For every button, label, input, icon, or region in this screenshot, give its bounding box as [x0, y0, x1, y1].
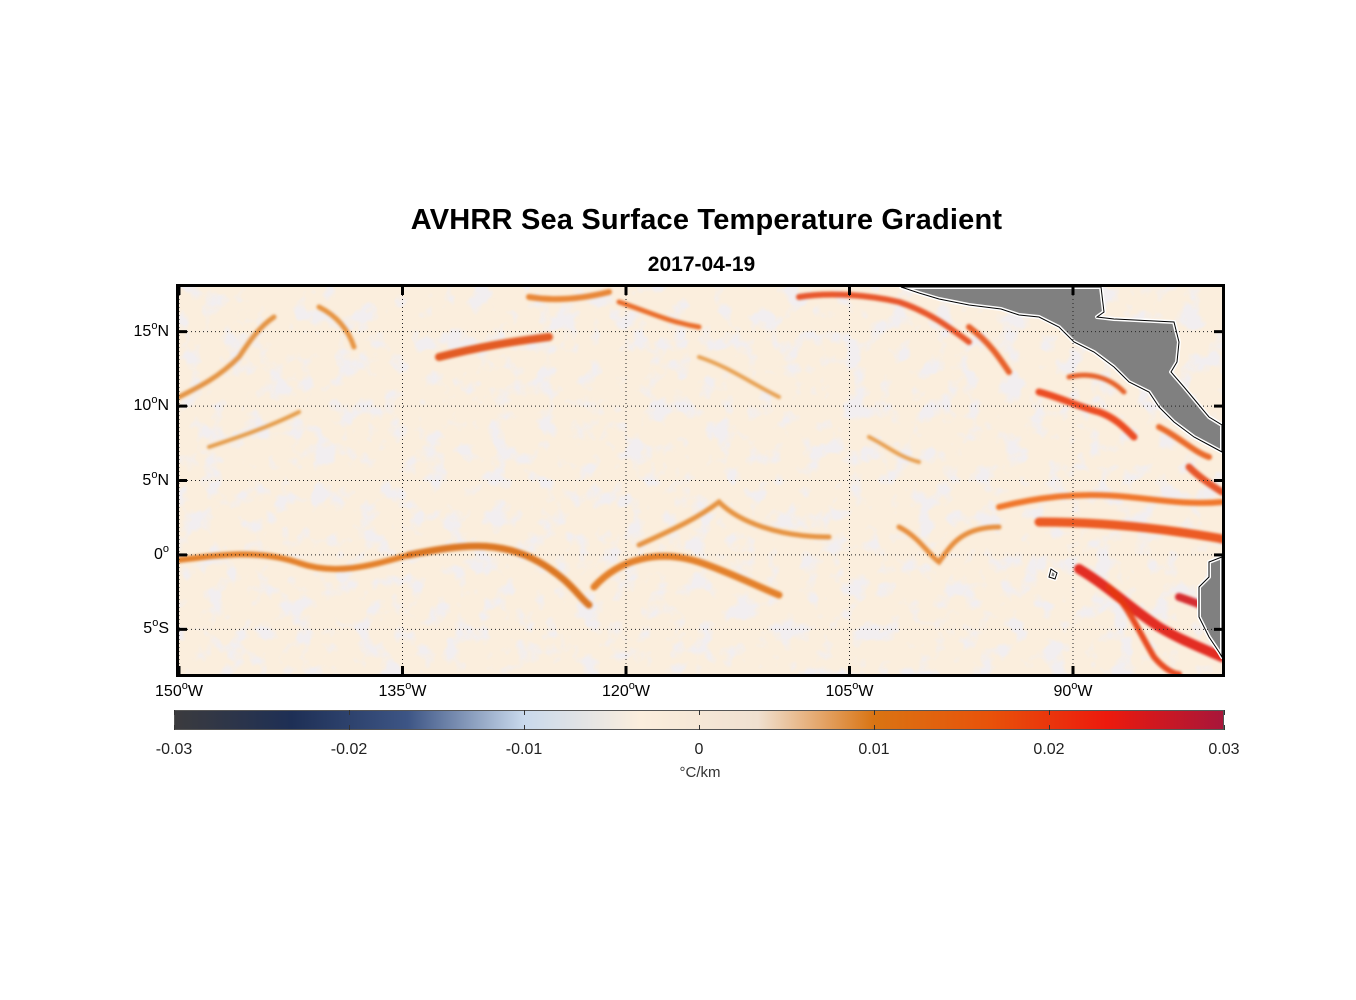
hemisphere: W: [634, 683, 650, 700]
sst-front-6: [1034, 517, 1222, 544]
colorbar-tick-mark: [1224, 710, 1225, 715]
sst-front-24: [1185, 463, 1222, 496]
sst-front-19: [616, 299, 702, 330]
colorbar-tick-mark: [874, 710, 875, 715]
latitude-label: 0o: [99, 543, 169, 563]
degree-symbol: o: [151, 319, 158, 332]
degree-symbol: o: [1071, 680, 1078, 692]
map-title: AVHRR Sea Surface Temperature Gradient: [410, 204, 1003, 236]
degree-symbol: o: [151, 468, 158, 481]
sst-front-1: [179, 551, 412, 572]
colorbar-tick-label: 0: [694, 741, 704, 758]
coastline-2: [1198, 556, 1222, 658]
degree-symbol: o: [152, 617, 159, 630]
degree-symbol: o: [405, 680, 412, 692]
hemisphere: W: [858, 683, 874, 700]
sst-front-21: [526, 289, 612, 303]
longitude-label: 105oW: [810, 681, 890, 700]
colorbar-tick-mark: [349, 725, 350, 730]
colorbar-tick-mark: [699, 710, 700, 715]
sst-front-17: [179, 314, 277, 400]
sst-gradient-map: [179, 287, 1222, 674]
colorbar-units: °C/km: [679, 764, 721, 781]
degree-symbol: o: [852, 680, 859, 692]
sst-front-18: [207, 410, 301, 449]
colorbar-tick-mark: [349, 710, 350, 715]
graticule: [179, 287, 1222, 674]
colorbar-tick-label: 0.02: [1033, 741, 1065, 758]
longitude-label: 90oW: [1033, 681, 1113, 700]
hemisphere: N: [157, 322, 169, 340]
sst-front-8: [1074, 564, 1222, 662]
sst-front-2: [405, 542, 593, 609]
sst-front-7: [996, 492, 1222, 510]
colorbar-tick-mark: [524, 725, 525, 730]
colorbar-tick-mark: [874, 725, 875, 730]
longitude-value: 150: [155, 683, 182, 700]
hemisphere: W: [1077, 683, 1093, 700]
map-panel: [176, 284, 1225, 677]
colorbar-tick-label: 0.03: [1208, 741, 1240, 758]
colorbar-tick-mark: [699, 725, 700, 730]
longitude-label: 135oW: [363, 681, 443, 700]
sst-front-14: [796, 291, 972, 345]
longitude-label: 120oW: [586, 681, 666, 700]
colorbar-tick-mark: [1224, 725, 1225, 730]
degree-symbol: o: [162, 542, 169, 555]
sst-front-4: [636, 498, 832, 548]
sst-front-9: [1106, 584, 1182, 674]
colorbar-tick-label: -0.03: [155, 741, 193, 758]
coastline-1: [900, 287, 1222, 453]
land-layer: [899, 287, 1222, 659]
latitude-value: 0: [153, 545, 163, 563]
sst-front-20: [697, 355, 781, 399]
degree-symbol: o: [151, 394, 158, 407]
colorbar-tick-mark: [1049, 710, 1050, 715]
latitude-label: 15oN: [99, 320, 169, 340]
latitude-value: 5: [143, 620, 153, 638]
latitude-value: 10: [133, 397, 152, 415]
sst-front-22: [867, 435, 921, 464]
colorbar-tick-label: -0.01: [505, 741, 543, 758]
colorbar-tick-mark: [524, 710, 525, 715]
hemisphere: S: [158, 620, 169, 638]
longitude-value: 90: [1053, 683, 1072, 700]
latitude-label: 10oN: [99, 395, 169, 415]
longitude-value: 135: [378, 683, 406, 700]
latitude-value: 15: [133, 322, 152, 340]
sst-front-23: [1156, 424, 1212, 460]
latitude-label: 5oS: [99, 618, 169, 638]
longitude-value: 105: [825, 683, 853, 700]
hemisphere: N: [157, 397, 169, 415]
hemisphere: W: [187, 683, 203, 700]
colorbar-tick-mark: [1049, 725, 1050, 730]
sst-front-13: [966, 324, 1012, 375]
sst-front-16: [316, 304, 357, 350]
latitude-label: 5oN: [99, 469, 169, 489]
degree-symbol: o: [181, 680, 188, 692]
longitude-value: 120: [602, 683, 629, 700]
latitude-value: 5: [142, 471, 152, 489]
coastline-3: [1048, 568, 1058, 580]
colorbar-tick-mark: [174, 725, 175, 730]
longitude-label: 150oW: [139, 681, 219, 700]
ocean-texture: [179, 287, 1222, 674]
colorbar-tick-label: 0.01: [858, 741, 890, 758]
colorbar-tick-mark: [174, 710, 175, 715]
sst-front-11: [1035, 388, 1138, 441]
colorbar-tick-label: -0.02: [330, 741, 368, 758]
map-date-subtitle: 2017-04-19: [647, 253, 756, 276]
sst-front-3: [590, 552, 783, 599]
sst-front-5: [896, 524, 1002, 566]
sst-front-15: [435, 333, 553, 361]
sst-fronts-layer: [179, 289, 1222, 674]
hemisphere: N: [157, 471, 169, 489]
degree-symbol: o: [628, 680, 635, 692]
sst-front-12: [1066, 372, 1127, 395]
hemisphere: W: [411, 683, 427, 700]
